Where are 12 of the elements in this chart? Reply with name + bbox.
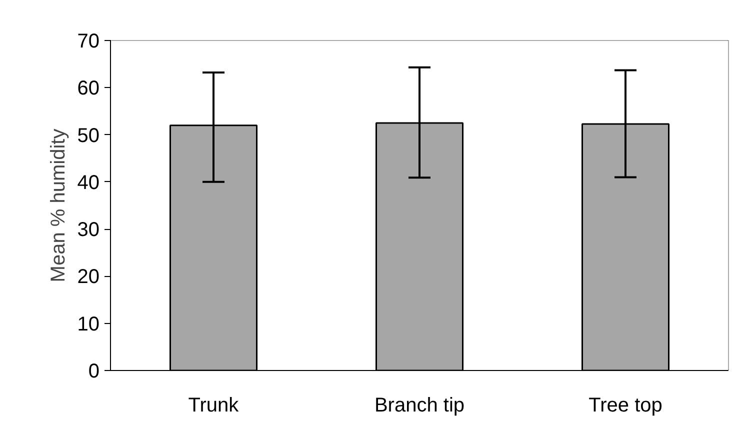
x-tick-label: Tree top [588, 394, 662, 416]
y-tick-label: 10 [77, 313, 100, 336]
y-tick-label: 30 [77, 219, 100, 242]
y-tick-label: 60 [77, 78, 100, 100]
y-tick-label: 0 [88, 360, 100, 382]
y-tick-label: 40 [77, 172, 100, 194]
y-axis-title: Mean % humidity [47, 128, 70, 282]
x-tick-label: Branch tip [374, 394, 465, 416]
y-tick-label: 20 [77, 266, 100, 288]
x-tick-label: Trunk [188, 394, 240, 416]
y-tick-label: 50 [77, 124, 100, 147]
y-tick-label: 70 [77, 30, 100, 52]
